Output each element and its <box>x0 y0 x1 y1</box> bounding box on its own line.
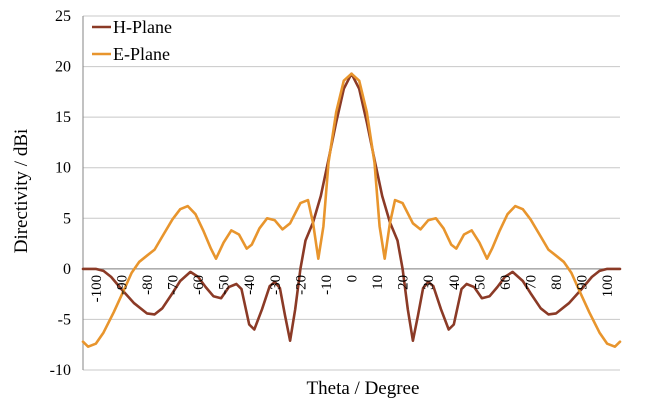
x-tick-label: 20 <box>396 275 412 290</box>
gridlines <box>83 15 620 371</box>
y-tick-label: 25 <box>55 8 71 25</box>
y-tick-label: -10 <box>50 362 71 379</box>
x-tick-label: 90 <box>575 275 591 290</box>
x-tick-label: -30 <box>268 275 284 295</box>
x-tick-label: -90 <box>114 275 130 295</box>
x-tick-label: 70 <box>524 275 540 290</box>
x-tick-label: -50 <box>217 275 233 295</box>
y-tick-label: -5 <box>58 311 71 328</box>
x-tick-label: 60 <box>498 275 514 290</box>
x-tick-label: 100 <box>600 275 616 298</box>
x-tick-label: 0 <box>345 275 361 283</box>
x-tick-label: 30 <box>421 275 437 290</box>
y-tick-label: 10 <box>55 160 71 177</box>
x-tick-label: 80 <box>549 275 565 290</box>
x-tick-label: -80 <box>140 275 156 295</box>
x-tick-label: -10 <box>319 275 335 295</box>
series-line-h-plane <box>81 72 622 342</box>
y-tick-label: 0 <box>63 261 71 278</box>
y-tick-label: 5 <box>63 210 71 227</box>
x-tick-label: -70 <box>166 275 182 295</box>
x-tick-label: -40 <box>242 275 258 295</box>
y-tick-label: 15 <box>55 109 71 126</box>
legend: H-Plane E-Plane <box>92 17 172 64</box>
x-tick-label: 50 <box>472 275 488 290</box>
axes <box>82 16 620 370</box>
y-tick-label: 20 <box>55 59 71 76</box>
x-axis-title: Theta / Degree <box>307 378 420 399</box>
legend-label: E-Plane <box>113 44 170 64</box>
x-tick-label: -60 <box>191 275 207 295</box>
series-lines <box>81 72 622 348</box>
y-axis-title: Directivity / dBi <box>11 129 32 254</box>
x-tick-label: 40 <box>447 275 463 290</box>
legend-label: H-Plane <box>113 17 172 37</box>
x-tick-label: -20 <box>293 275 309 295</box>
x-tick-label: -100 <box>89 275 105 303</box>
series-line-e-plane <box>81 72 622 348</box>
x-tick-label: 10 <box>370 275 386 290</box>
